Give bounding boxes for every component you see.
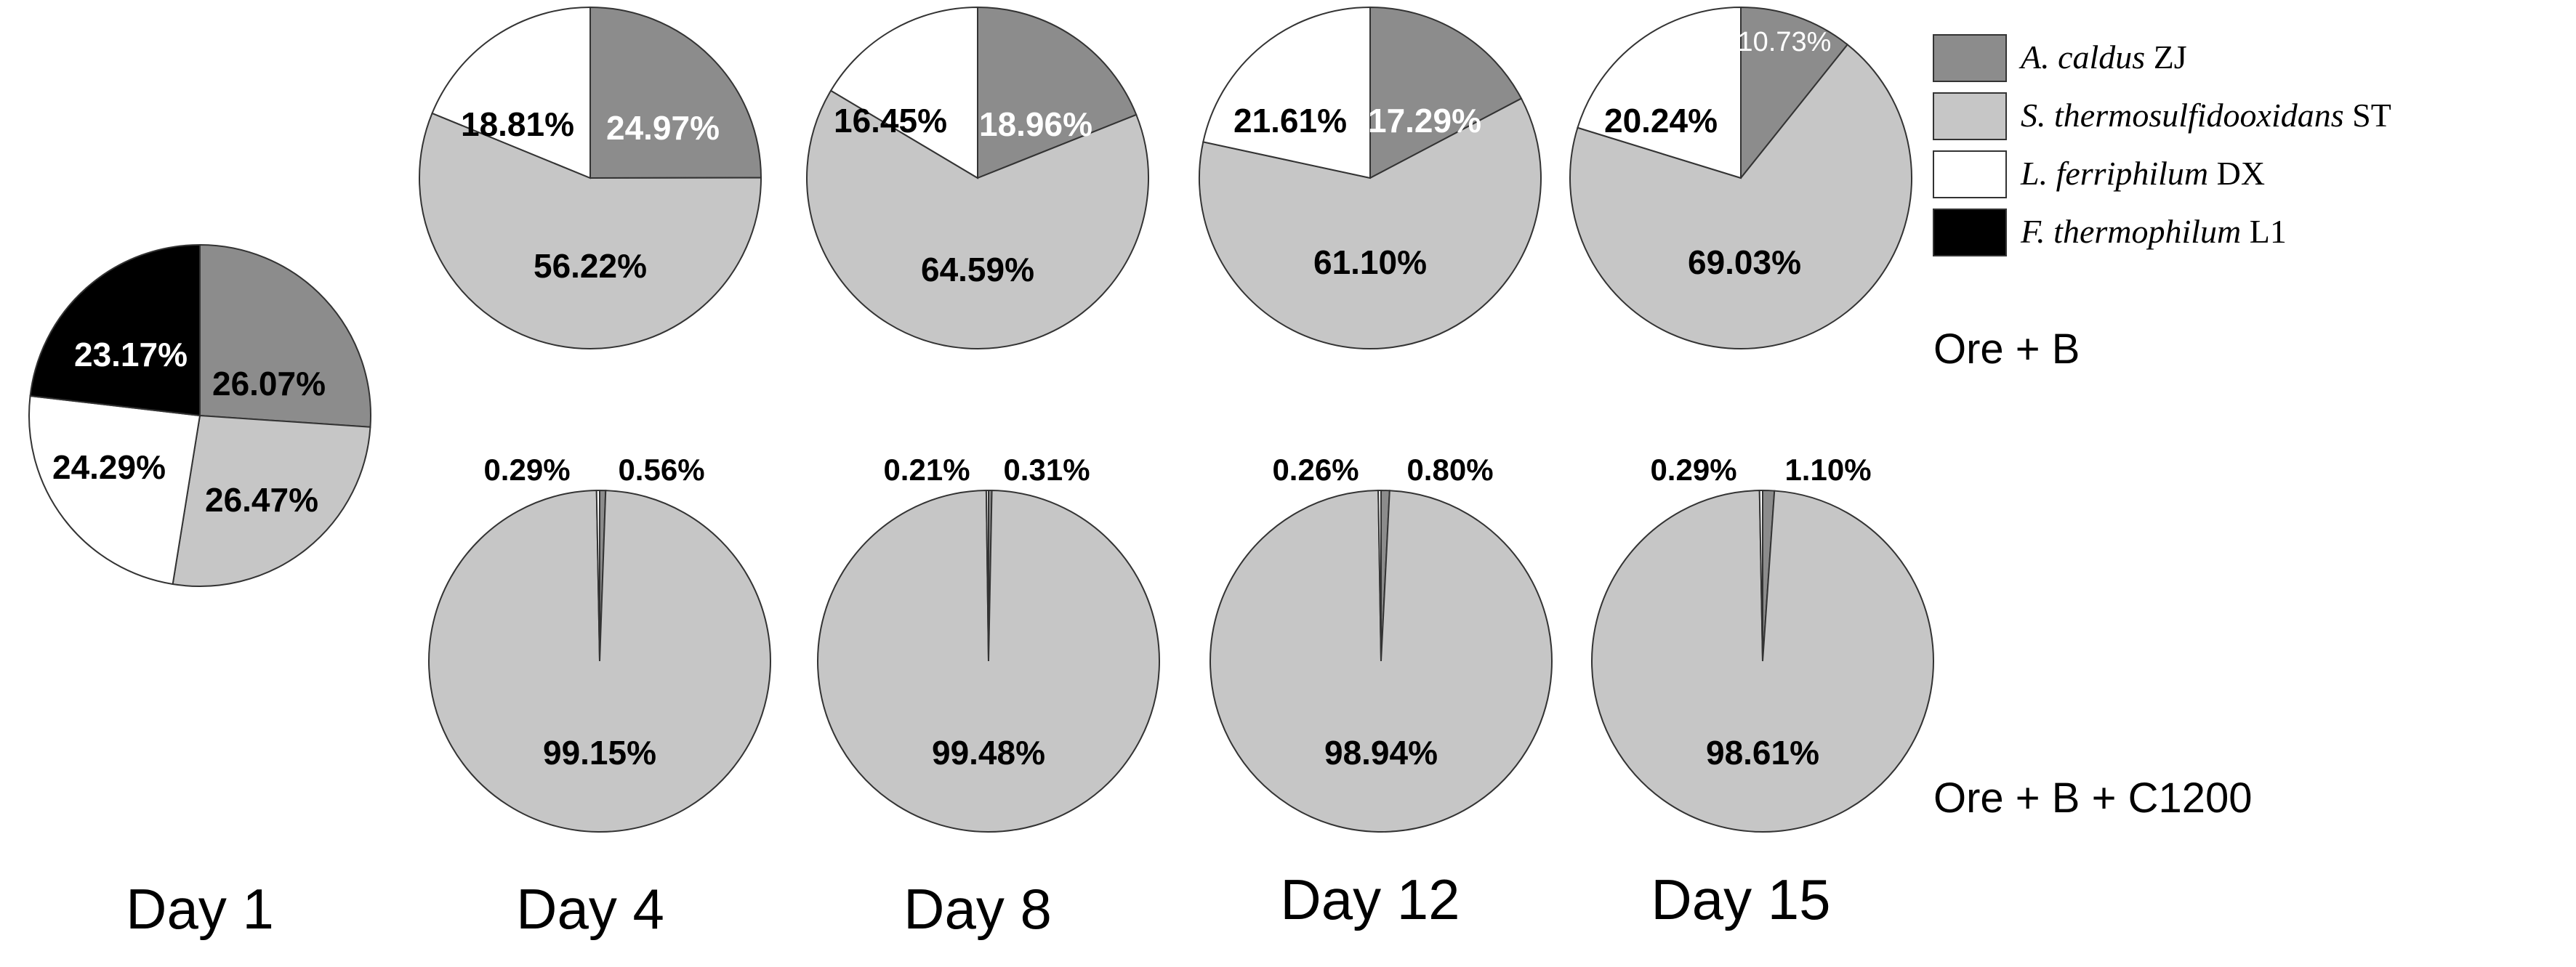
pie-slice-a-caldus xyxy=(1369,6,1523,179)
pie-slice-s-thermosulfidooxidans xyxy=(806,89,1149,349)
pie-slice-l-ferriphilum xyxy=(28,395,201,586)
pie-label-l-ferriphilum: 0.29% xyxy=(483,453,570,487)
pie-slice-l-ferriphilum xyxy=(985,489,989,662)
pie-label-l-ferriphilum: 21.61% xyxy=(1233,102,1347,139)
pie-day-4-ore-b: 24.97% 56.22% 18.81% xyxy=(419,6,762,349)
legend-label-a-caldus: A. caldus xyxy=(2018,39,2145,76)
legend-strain-a-caldus: ZJ xyxy=(2154,39,2187,76)
group-label-ore-b: Ore + B xyxy=(1933,325,2080,373)
pie-slice-s-thermosulfidooxidans xyxy=(172,414,371,587)
pie-day-1-shared: 26.07% 26.47% 24.29% 23.17% xyxy=(28,243,371,587)
pie-label-a-caldus: 17.29% xyxy=(1368,102,1481,139)
legend-label-l-ferriphilum: L. ferriphilum xyxy=(2020,155,2208,192)
pie-charts: 26.07% 26.47% 24.29% 23.17% 24.97% 56.22% 18.8… xyxy=(28,6,1934,833)
pie-label-s-thermosulfidooxidans: 98.61% xyxy=(1706,734,1819,772)
pie-label-l-ferriphilum: 20.24% xyxy=(1604,102,1718,139)
pie-day-12-ore-b: 17.29% 61.10% 21.61% xyxy=(1199,6,1542,349)
pie-label-s-thermosulfidooxidans: 26.47% xyxy=(205,481,318,519)
legend-strain-s-thermosulfidooxidans: ST xyxy=(2352,97,2391,134)
pie-slice-a-caldus xyxy=(199,243,371,428)
pie-label-l-ferriphilum: 0.26% xyxy=(1272,453,1359,487)
pie-day-4-c1200: 0.56% 99.15% 0.29% xyxy=(428,453,771,833)
pie-slice-s-thermosulfidooxidans xyxy=(1199,97,1542,349)
pie-slice-a-caldus xyxy=(977,6,1138,179)
pie-slice-l-ferriphilum xyxy=(431,6,591,179)
legend-strain-l-ferriphilum: DX xyxy=(2217,155,2265,192)
pie-label-l-ferriphilum: 0.29% xyxy=(1650,453,1736,487)
pie-label-a-caldus: 0.80% xyxy=(1406,453,1493,487)
pie-label-s-thermosulfidooxidans: 56.22% xyxy=(534,247,647,285)
pie-label-a-caldus: 1.10% xyxy=(1784,453,1871,487)
svg-text:A. caldus ZJ: A. caldus ZJ xyxy=(2018,39,2187,76)
pie-slice-l-ferriphilum xyxy=(1577,6,1742,179)
day-label-8: Day 8 xyxy=(903,877,1052,941)
pie-day-8-c1200: 0.31% 99.48% 0.21% xyxy=(817,453,1160,833)
legend-swatch-f-thermophilum xyxy=(1933,209,2007,256)
pie-label-a-caldus: 26.07% xyxy=(212,365,326,402)
group-label-ore-b-c1200: Ore + B + C1200 xyxy=(1933,774,2252,822)
pie-slice-a-caldus xyxy=(589,6,762,179)
pie-label-s-thermosulfidooxidans: 99.48% xyxy=(932,734,1045,772)
pie-day-8-ore-b: 18.96% 64.59% 16.45% xyxy=(806,6,1149,349)
pie-slice-s-thermosulfidooxidans xyxy=(419,112,762,349)
pie-label-s-thermosulfidooxidans: 61.10% xyxy=(1313,243,1427,281)
legend-label-s-thermosulfidooxidans: S. thermosulfidooxidans xyxy=(2021,97,2344,134)
pie-label-l-ferriphilum: 24.29% xyxy=(52,448,166,486)
pie-slice-l-ferriphilum xyxy=(1758,489,1763,662)
pie-label-f-thermophilum: 23.17% xyxy=(74,336,188,373)
pie-label-a-caldus: 0.56% xyxy=(618,453,704,487)
pie-slice-l-ferriphilum xyxy=(829,6,978,179)
pie-label-l-ferriphilum: 18.81% xyxy=(461,105,574,143)
legend: A. caldus ZJ S. thermosulfidooxidans ST … xyxy=(1933,34,2391,256)
day-label-1: Day 1 xyxy=(126,877,274,941)
pie-day-15-ore-b: 10.73% 69.03% 20.24% xyxy=(1569,6,1912,349)
pie-label-s-thermosulfidooxidans: 69.03% xyxy=(1688,243,1801,281)
pie-slice-a-caldus xyxy=(1740,6,1849,180)
pie-slice-f-thermophilum xyxy=(29,243,201,417)
legend-swatch-s-thermosulfidooxidans xyxy=(1933,92,2007,140)
pie-label-s-thermosulfidooxidans: 98.94% xyxy=(1324,734,1438,772)
pie-slice-l-ferriphilum xyxy=(1202,6,1371,179)
pie-label-a-caldus: 18.96% xyxy=(979,105,1092,143)
svg-text:S. thermosulfidooxidans ST: S. thermosulfidooxidans ST xyxy=(2021,97,2391,134)
pie-day-15-c1200: 1.10% 98.61% 0.29% xyxy=(1591,453,1934,833)
legend-strain-f-thermophilum: L1 xyxy=(2250,213,2287,250)
day-label-4: Day 4 xyxy=(516,877,664,941)
pie-label-l-ferriphilum: 0.21% xyxy=(883,453,970,487)
legend-swatch-a-caldus xyxy=(1933,34,2007,82)
pie-slice-s-thermosulfidooxidans xyxy=(1569,44,1912,349)
day-label-12: Day 12 xyxy=(1280,867,1460,931)
legend-swatch-l-ferriphilum xyxy=(1933,150,2007,198)
pie-slice-l-ferriphilum xyxy=(595,489,600,662)
pie-slice-l-ferriphilum xyxy=(1377,489,1382,662)
pie-day-12-c1200: 0.80% 98.94% 0.26% xyxy=(1209,453,1553,833)
legend-entry-l-ferriphilum: L. ferriphilum DX xyxy=(1933,150,2265,198)
svg-text:L. ferriphilum DX: L. ferriphilum DX xyxy=(2020,155,2265,192)
legend-entry-f-thermophilum: F. thermophilum L1 xyxy=(1933,209,2287,256)
pie-slice-s-thermosulfidooxidans xyxy=(1209,490,1553,833)
pie-label-s-thermosulfidooxidans: 64.59% xyxy=(921,251,1034,288)
svg-text:F. thermophilum L1: F. thermophilum L1 xyxy=(2020,213,2287,250)
pie-label-a-caldus: 10.73% xyxy=(1738,27,1832,57)
pie-label-l-ferriphilum: 16.45% xyxy=(834,102,947,139)
legend-entry-s-thermosulfidooxidans: S. thermosulfidooxidans ST xyxy=(1933,92,2391,140)
pie-label-a-caldus: 0.31% xyxy=(1003,453,1090,487)
legend-label-f-thermophilum: F. thermophilum xyxy=(2020,213,2241,250)
day-label-15: Day 15 xyxy=(1651,867,1830,931)
pie-label-s-thermosulfidooxidans: 99.15% xyxy=(543,734,656,772)
pie-label-a-caldus: 24.97% xyxy=(606,109,720,147)
legend-entry-a-caldus: A. caldus ZJ xyxy=(1933,34,2187,82)
